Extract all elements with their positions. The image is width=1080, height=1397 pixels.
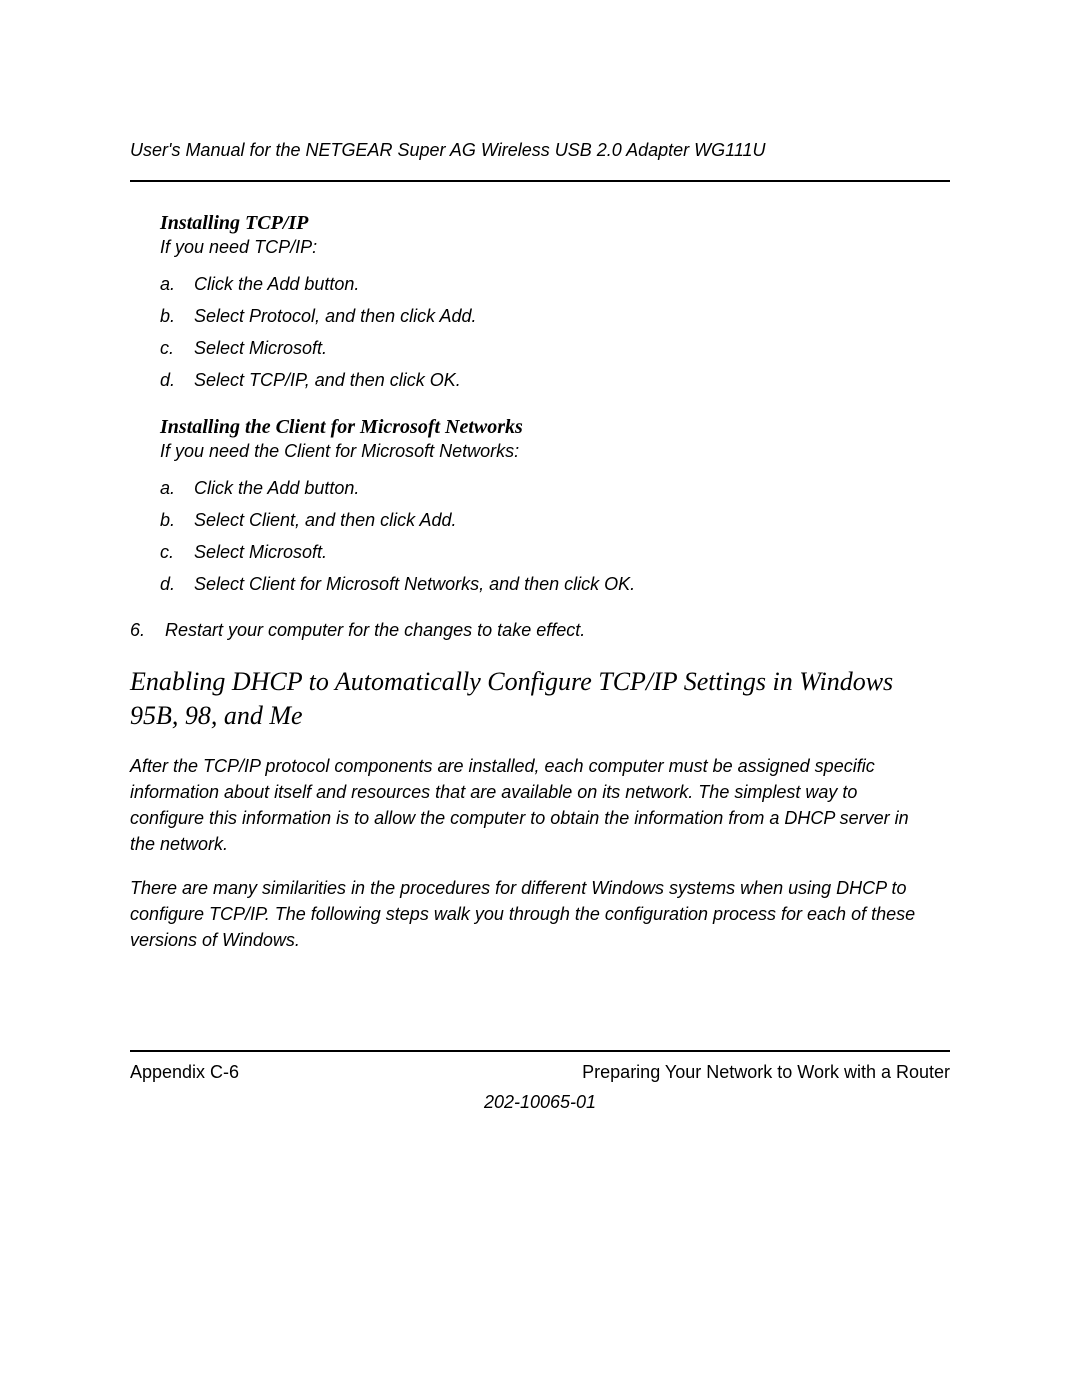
list-text: Select TCP/IP, and then click OK.	[194, 370, 461, 390]
list-item: b. Select Client, and then click Add.	[160, 504, 920, 536]
list-item: a. Click the Add button.	[160, 472, 920, 504]
step-6: 6. Restart your computer for the changes…	[130, 620, 920, 641]
list-item: d. Select Client for Microsoft Networks,…	[160, 568, 920, 600]
section1-title: Installing TCP/IP	[160, 212, 920, 235]
body-column: Installing TCP/IP If you need TCP/IP: a.…	[160, 210, 920, 971]
list-item: d. Select TCP/IP, and then click OK.	[160, 364, 920, 396]
footer-left: Appendix C-6	[130, 1062, 239, 1083]
header-block: User's Manual for the NETGEAR Super AG W…	[130, 140, 950, 183]
section2-title: Installing the Client for Microsoft Netw…	[160, 416, 920, 439]
step-number: 6.	[130, 620, 160, 641]
list-item: c. Select Microsoft.	[160, 536, 920, 568]
running-head: User's Manual for the NETGEAR Super AG W…	[130, 140, 950, 161]
step-text: Restart your computer for the changes to…	[165, 620, 585, 640]
list-text: Select Microsoft.	[194, 542, 327, 562]
list-text: Select Protocol, and then click Add.	[194, 306, 477, 326]
section1-intro: If you need TCP/IP:	[160, 237, 920, 258]
document-page: User's Manual for the NETGEAR Super AG W…	[0, 0, 1080, 1397]
list-text: Click the Add button.	[194, 274, 359, 294]
section2-intro: If you need the Client for Microsoft Net…	[160, 441, 920, 462]
list-marker: b.	[160, 504, 188, 536]
list-text: Click the Add button.	[194, 478, 359, 498]
list-marker: a.	[160, 472, 188, 504]
paragraph-2: There are many similarities in the proce…	[130, 875, 920, 953]
list-text: Select Microsoft.	[194, 338, 327, 358]
bottom-rule	[130, 1050, 950, 1052]
list-item: b. Select Protocol, and then click Add.	[160, 300, 920, 332]
list-marker: d.	[160, 364, 188, 396]
list-item: a. Click the Add button.	[160, 268, 920, 300]
top-rule	[130, 180, 950, 182]
list-marker: a.	[160, 268, 188, 300]
paragraph-1: After the TCP/IP protocol components are…	[130, 753, 920, 857]
list-item: c. Select Microsoft.	[160, 332, 920, 364]
footer-right: Preparing Your Network to Work with a Ro…	[582, 1062, 950, 1083]
section1-list: a. Click the Add button. b. Select Proto…	[160, 268, 920, 396]
list-marker: d.	[160, 568, 188, 600]
list-text: Select Client, and then click Add.	[194, 510, 456, 530]
heading-dhcp: Enabling DHCP to Automatically Configure…	[130, 665, 920, 733]
list-marker: c.	[160, 332, 188, 364]
section2-list: a. Click the Add button. b. Select Clien…	[160, 472, 920, 600]
list-text: Select Client for Microsoft Networks, an…	[194, 574, 635, 594]
list-marker: b.	[160, 300, 188, 332]
list-marker: c.	[160, 536, 188, 568]
footer-center: 202-10065-01	[0, 1092, 1080, 1113]
